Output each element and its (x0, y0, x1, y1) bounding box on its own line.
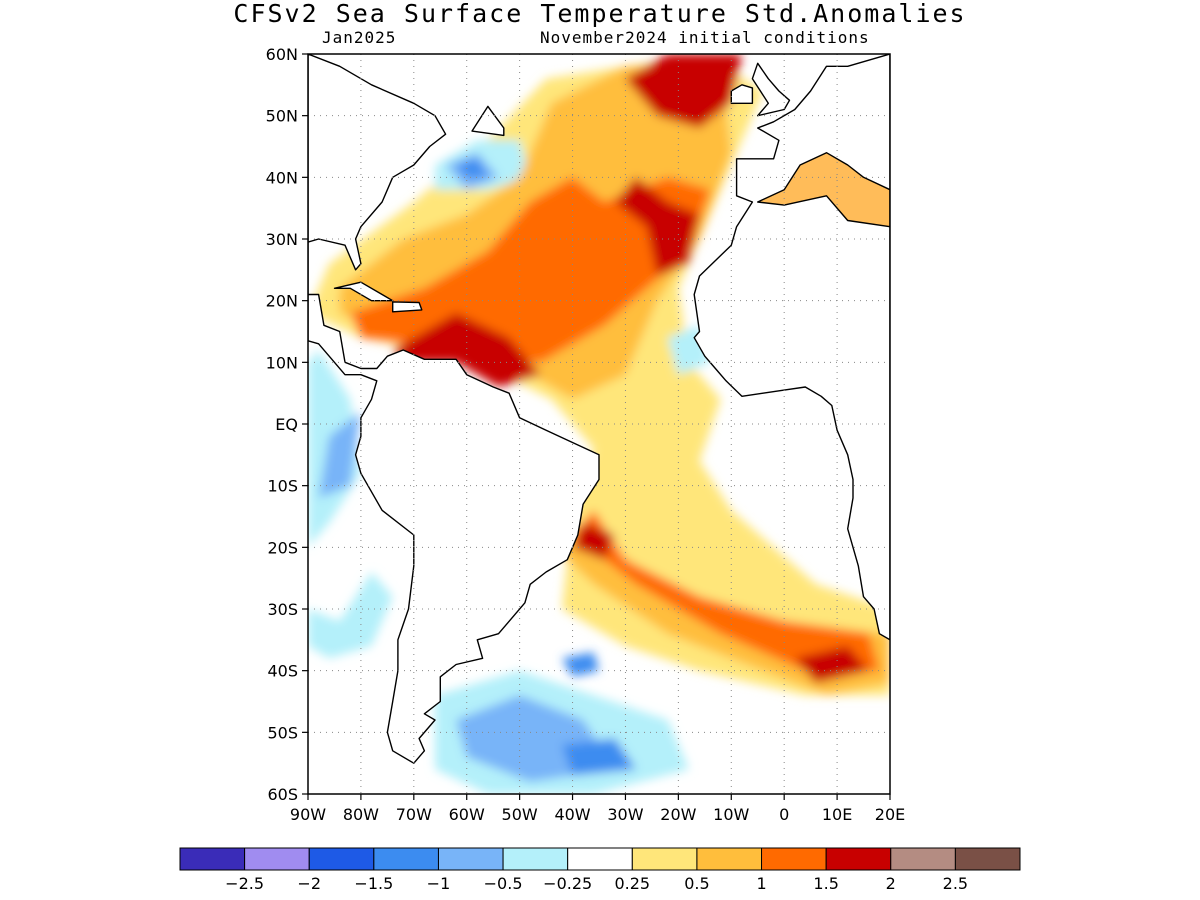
forecast-month: Jan2025 (322, 28, 397, 47)
colorbar-swatch (502, 847, 569, 871)
colorbar-swatch (373, 847, 439, 871)
coastline-med-sea (757, 151, 890, 228)
axis-ticks: 60N 50N 40N 30N 20N 10N EQ 10S 20S 30S 40S 50S 60S90… (266, 45, 906, 824)
lat-tick-label: 60N (266, 45, 298, 64)
lon-tick-label: 20W (660, 805, 696, 824)
anomaly-region-warm-4-19 (614, 177, 700, 276)
lat-tick-label: EQ (275, 415, 298, 434)
anomaly-region-cool-2-11 (318, 411, 361, 498)
colorbar-swatch (954, 847, 1021, 871)
anomaly-region-cool-3-17 (456, 158, 488, 178)
colorbar-label: −1 (427, 874, 451, 893)
lon-tick-label: 10W (713, 805, 749, 824)
colorbar-swatch (761, 847, 827, 871)
colorbar-swatch (179, 847, 246, 871)
lat-tick-label: 30S (267, 600, 298, 619)
colorbar-label: 0.5 (684, 874, 709, 893)
coastline-hispaniola (392, 301, 423, 313)
anomaly-region-cool-3-16 (562, 652, 599, 677)
lat-tick-label: 60S (267, 785, 298, 804)
gridlines (308, 54, 890, 794)
anomaly-region-cool-1-2 (308, 572, 393, 659)
lat-tick-label: 20S (267, 538, 298, 557)
lon-tick-label: 60W (449, 805, 485, 824)
lat-tick-label: 20N (266, 292, 298, 311)
colorbar: −2.5 −2 −1.5 −1 −0.5 −0.25 0.25 0.5 1 1.5 2 2.5 (179, 847, 1021, 893)
colorbar-swatch (825, 847, 892, 871)
coastline-americas (308, 54, 600, 764)
colorbar-label: −1.5 (354, 874, 393, 893)
coastline-uk (751, 62, 791, 117)
lon-tick-label: 80W (343, 805, 379, 824)
colorbar-swatch (437, 847, 504, 871)
anomaly-region-warm-4-18 (392, 313, 541, 387)
coastline-ireland (730, 84, 754, 105)
lat-tick-label: 40N (266, 168, 298, 187)
colorbar-label: 2 (886, 874, 896, 893)
initial-conditions: November2024 initial conditions (540, 28, 870, 47)
lon-tick-label: 10E (822, 805, 852, 824)
land-layer (308, 14, 890, 764)
colorbar-label: −0.25 (543, 874, 592, 893)
lon-tick-label: 0 (779, 805, 789, 824)
lat-tick-label: 10N (266, 353, 298, 372)
anomaly-region-cool-3-15 (562, 738, 636, 776)
anomaly-region-warm-4-21 (572, 522, 615, 560)
lon-tick-label: 90W (290, 805, 326, 824)
lon-tick-label: 70W (396, 805, 432, 824)
colorbar-label: −2 (297, 874, 321, 893)
colorbar-swatch (567, 847, 633, 871)
anomaly-region-warm-4-20 (625, 54, 742, 128)
colorbar-swatch (890, 847, 956, 871)
colorbar-label: −0.5 (484, 874, 523, 893)
chart-title: CFSv2 Sea Surface Temperature Std.Anomal… (233, 0, 967, 28)
colorbar-label: 2.5 (943, 874, 968, 893)
lat-tick-label: 40S (267, 662, 298, 681)
colorbar-swatch (631, 847, 698, 871)
colorbar-label: 1 (756, 874, 766, 893)
anomaly-region-warm-3-13 (350, 177, 711, 363)
colorbar-label: 1.5 (813, 874, 838, 893)
colorbar-swatch (308, 847, 375, 871)
anomaly-region-warm-4-22 (794, 646, 869, 683)
colorbar-label: 0.25 (614, 874, 650, 893)
colorbar-swatch (244, 847, 310, 871)
coastline-newfoundland (471, 105, 505, 137)
lon-tick-label: 20E (875, 805, 905, 824)
anomaly-region-warm-3-14 (572, 510, 880, 671)
anomaly-field-layer (308, 54, 890, 794)
colorbar-swatch (696, 847, 763, 871)
lon-tick-label: 40W (554, 805, 590, 824)
lon-tick-label: 30W (607, 805, 643, 824)
colorbar-label: −2.5 (225, 874, 264, 893)
coastline-iceland (657, 14, 710, 29)
lat-tick-label: 30N (266, 230, 298, 249)
lat-tick-label: 10S (267, 477, 298, 496)
lon-tick-label: 50W (502, 805, 538, 824)
lat-tick-label: 50S (267, 723, 298, 742)
lat-tick-label: 50N (266, 107, 298, 126)
